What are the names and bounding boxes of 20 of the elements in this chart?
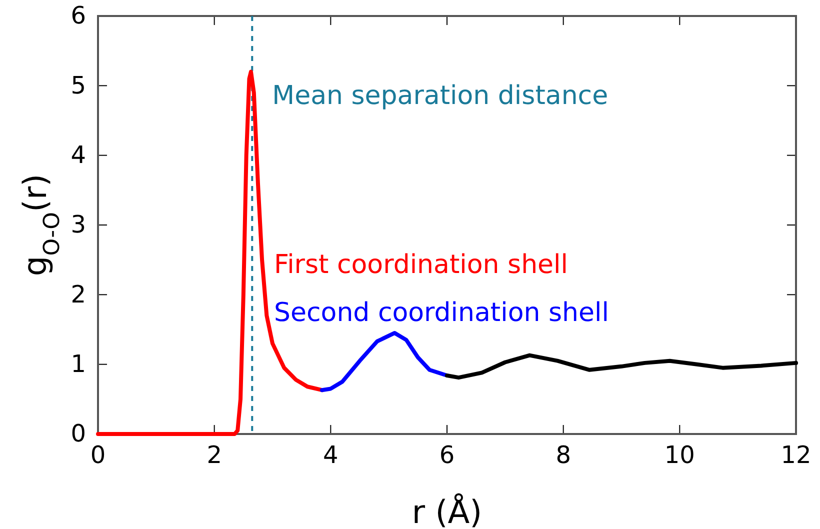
series-label: Second coordination shell xyxy=(274,298,609,328)
line-series xyxy=(445,353,798,380)
series-label: First coordination shell xyxy=(274,250,568,280)
y-tick-label: 0 xyxy=(70,420,86,448)
x-tick-label: 12 xyxy=(780,441,812,470)
x-tick-label: 0 xyxy=(90,441,106,470)
line-series xyxy=(320,330,449,392)
y-tick-label: 5 xyxy=(70,71,86,100)
x-tick-label: 8 xyxy=(556,441,571,470)
y-tick-label: 2 xyxy=(70,280,86,308)
x-tick-label: 2 xyxy=(206,441,222,470)
y-tick-label: 4 xyxy=(70,141,86,170)
x-tick-label: 4 xyxy=(323,441,338,470)
y-tick-label: 1 xyxy=(70,350,86,378)
x-tick-label: 6 xyxy=(439,441,455,470)
ref-line-label: Mean separation distance xyxy=(272,81,608,111)
x-axis-title: r (Å) xyxy=(412,493,482,529)
x-tick-label: 10 xyxy=(664,441,695,470)
y-tick-label: 3 xyxy=(70,210,86,239)
y-tick-label: 6 xyxy=(70,2,86,30)
